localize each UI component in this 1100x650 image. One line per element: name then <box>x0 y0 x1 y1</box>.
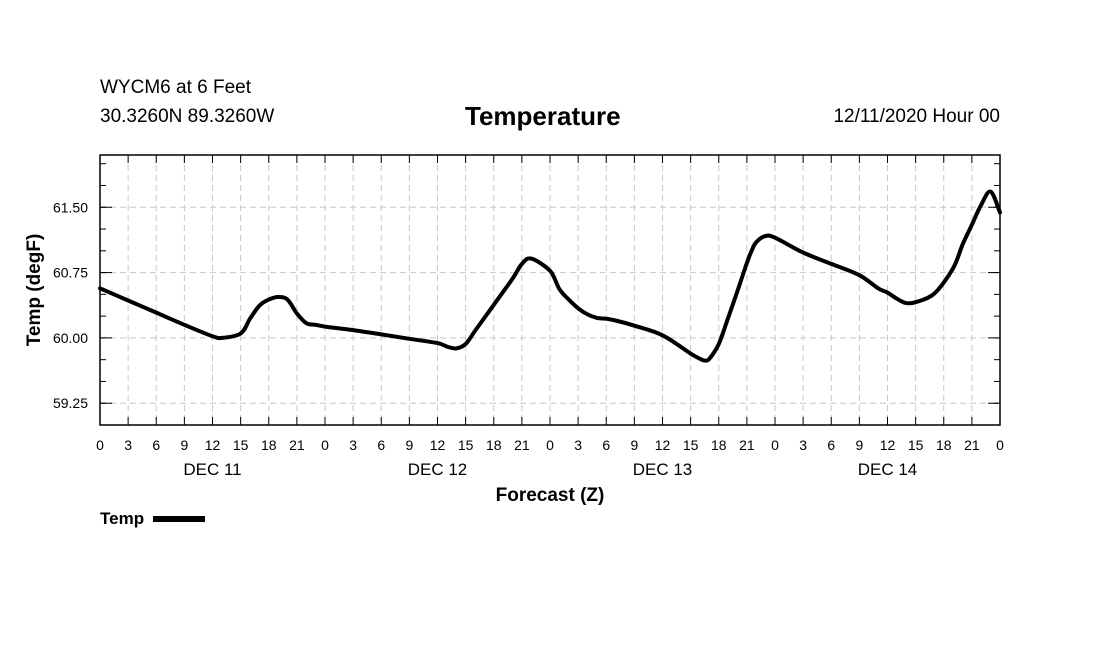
x-tick-label: 15 <box>908 437 924 453</box>
x-tick-label: 0 <box>321 437 329 453</box>
x-tick-label: 0 <box>546 437 554 453</box>
x-tick-label: 6 <box>827 437 835 453</box>
x-tick-label: 21 <box>514 437 530 453</box>
x-tick-label: 9 <box>405 437 413 453</box>
x-tick-label: 21 <box>289 437 305 453</box>
x-tick-label: 12 <box>430 437 446 453</box>
x-tick-label: 21 <box>964 437 980 453</box>
y-tick-label: 59.25 <box>53 395 88 411</box>
x-tick-label: 15 <box>683 437 699 453</box>
x-tick-label: 9 <box>855 437 863 453</box>
legend-swatch-temp <box>153 516 206 522</box>
x-axis-title: Forecast (Z) <box>496 485 605 506</box>
x-tick-label: 12 <box>205 437 221 453</box>
x-tick-label: 18 <box>261 437 277 453</box>
day-label: DEC 13 <box>633 460 693 479</box>
forecast-timestamp: 12/11/2020 Hour 00 <box>833 106 1000 127</box>
day-label: DEC 14 <box>858 460 918 479</box>
x-tick-label: 6 <box>377 437 385 453</box>
y-tick-label: 61.50 <box>53 199 88 215</box>
x-tick-label: 18 <box>711 437 727 453</box>
chart-title: Temperature <box>465 101 621 131</box>
x-tick-label: 21 <box>739 437 755 453</box>
x-tick-label: 15 <box>458 437 474 453</box>
x-tick-label: 18 <box>486 437 502 453</box>
x-tick-label: 0 <box>96 437 104 453</box>
x-tick-label: 12 <box>880 437 896 453</box>
series-line-temp <box>98 189 1002 363</box>
legend: Temp <box>100 509 206 529</box>
y-tick-label: 60.75 <box>53 265 88 281</box>
x-tick-label: 6 <box>152 437 160 453</box>
x-tick-label: 3 <box>799 437 807 453</box>
x-tick-label: 18 <box>936 437 952 453</box>
x-tick-label: 0 <box>771 437 779 453</box>
x-tick-label: 3 <box>574 437 582 453</box>
x-tick-label: 9 <box>630 437 638 453</box>
plot-frame <box>99 154 1001 426</box>
y-tick-label: 60.00 <box>53 330 88 346</box>
x-tick-label: 15 <box>233 437 249 453</box>
x-tick-label: 0 <box>996 437 1004 453</box>
x-tick-label: 6 <box>602 437 610 453</box>
x-tick-label: 3 <box>349 437 357 453</box>
x-tick-label: 12 <box>655 437 671 453</box>
station-coordinates: 30.3260N 89.3260W <box>100 106 275 127</box>
y-axis-title: Temp (degF) <box>24 234 45 347</box>
day-label: DEC 11 <box>183 460 241 479</box>
day-label: DEC 12 <box>408 460 468 479</box>
legend-label-temp: Temp <box>100 509 145 528</box>
station-name: WYCM6 at 6 Feet <box>100 77 251 98</box>
x-tick-label: 3 <box>124 437 132 453</box>
x-tick-label: 9 <box>180 437 188 453</box>
